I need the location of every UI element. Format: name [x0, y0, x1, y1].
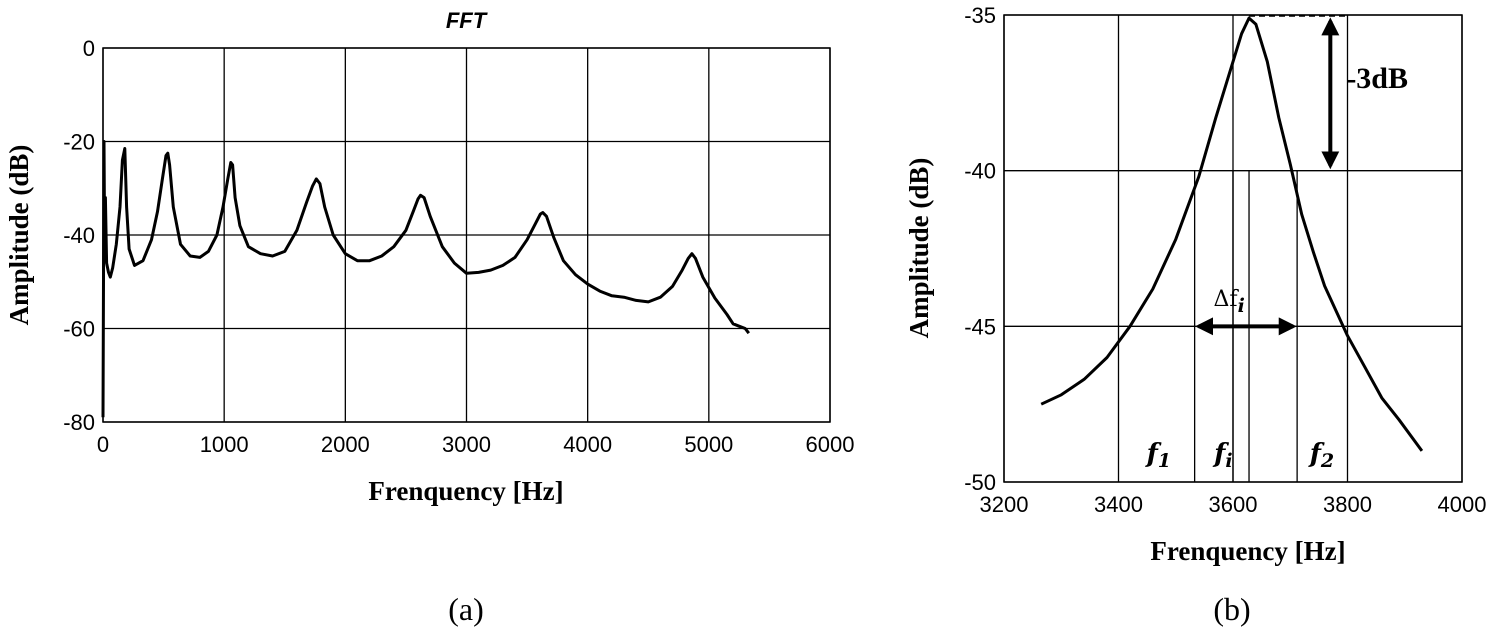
x-tick-label: 5000 [684, 432, 733, 457]
y-tick-label: -35 [964, 3, 996, 28]
y-tick-label: -20 [63, 130, 95, 155]
y-tick-label: -40 [63, 223, 95, 248]
f2-subscript: 2 [1320, 450, 1334, 472]
f1-label: f1 [1145, 439, 1171, 472]
x-axis-label-a: Frenquency [Hz] [368, 476, 563, 506]
fft-spectrum-line [101, 140, 750, 418]
x-tick-label: 2000 [321, 432, 370, 457]
y-ticks-a: 0 -20 -40 -60 -80 [63, 36, 95, 435]
y-tick-label: 0 [83, 36, 95, 61]
bandwidth-label: Δfi [1214, 287, 1245, 317]
x-ticks-b: 3200 3400 3600 3800 4000 [980, 492, 1487, 517]
x-tick-label: 0 [97, 432, 109, 457]
x-tick-label: 1000 [200, 432, 249, 457]
resonance-peak-line [1040, 16, 1424, 452]
x-tick-label: 4000 [563, 432, 612, 457]
fi-label-text: f [1212, 439, 1229, 469]
chart-resonance-peak: 3200 3400 3600 3800 4000 -35 -40 -45 -50 -3dB Δf… [904, 3, 1486, 627]
bandwidth-label-text: Δf [1214, 287, 1240, 312]
y-axis-label-a: Amplitude (dB) [4, 145, 34, 326]
f2-label: f2 [1308, 439, 1334, 472]
y-ticks-b: -35 -40 -45 -50 [964, 3, 996, 495]
y-tick-label: -45 [964, 314, 996, 339]
x-ticks-a: 0 1000 2000 3000 4000 5000 6000 [97, 432, 855, 457]
x-tick-label: 3400 [1094, 492, 1143, 517]
panel-label-a: (a) [448, 591, 484, 627]
grid-a [102, 47, 831, 423]
y-tick-label: -50 [964, 470, 996, 495]
f2-label-text: f [1308, 439, 1325, 469]
chart-title: FFT [446, 8, 488, 33]
panel-label-b: (b) [1213, 591, 1250, 627]
y-tick-label: -60 [63, 317, 95, 342]
bandwidth-subscript: i [1238, 295, 1245, 317]
x-tick-label: 3600 [1209, 492, 1258, 517]
fi-label: fi [1212, 439, 1232, 472]
x-tick-label: 3200 [980, 492, 1029, 517]
x-tick-label: 6000 [806, 432, 855, 457]
x-axis-label-b: Frenquency [Hz] [1150, 536, 1345, 566]
y-axis-label-b: Amplitude (dB) [904, 158, 934, 339]
drop-3db-label: -3dB [1346, 62, 1408, 95]
chart-fft: FFT 0 1000 2000 3000 4000 5000 6000 0 -20 -40 -60… [4, 8, 854, 627]
f1-label-text: f [1145, 439, 1162, 469]
x-tick-label: 3000 [442, 432, 491, 457]
fi-subscript: i [1225, 450, 1232, 472]
f1-subscript: 1 [1158, 450, 1171, 472]
y-tick-label: -80 [63, 410, 95, 435]
x-tick-label: 3800 [1323, 492, 1372, 517]
x-tick-label: 4000 [1438, 492, 1487, 517]
y-tick-label: -40 [964, 159, 996, 184]
